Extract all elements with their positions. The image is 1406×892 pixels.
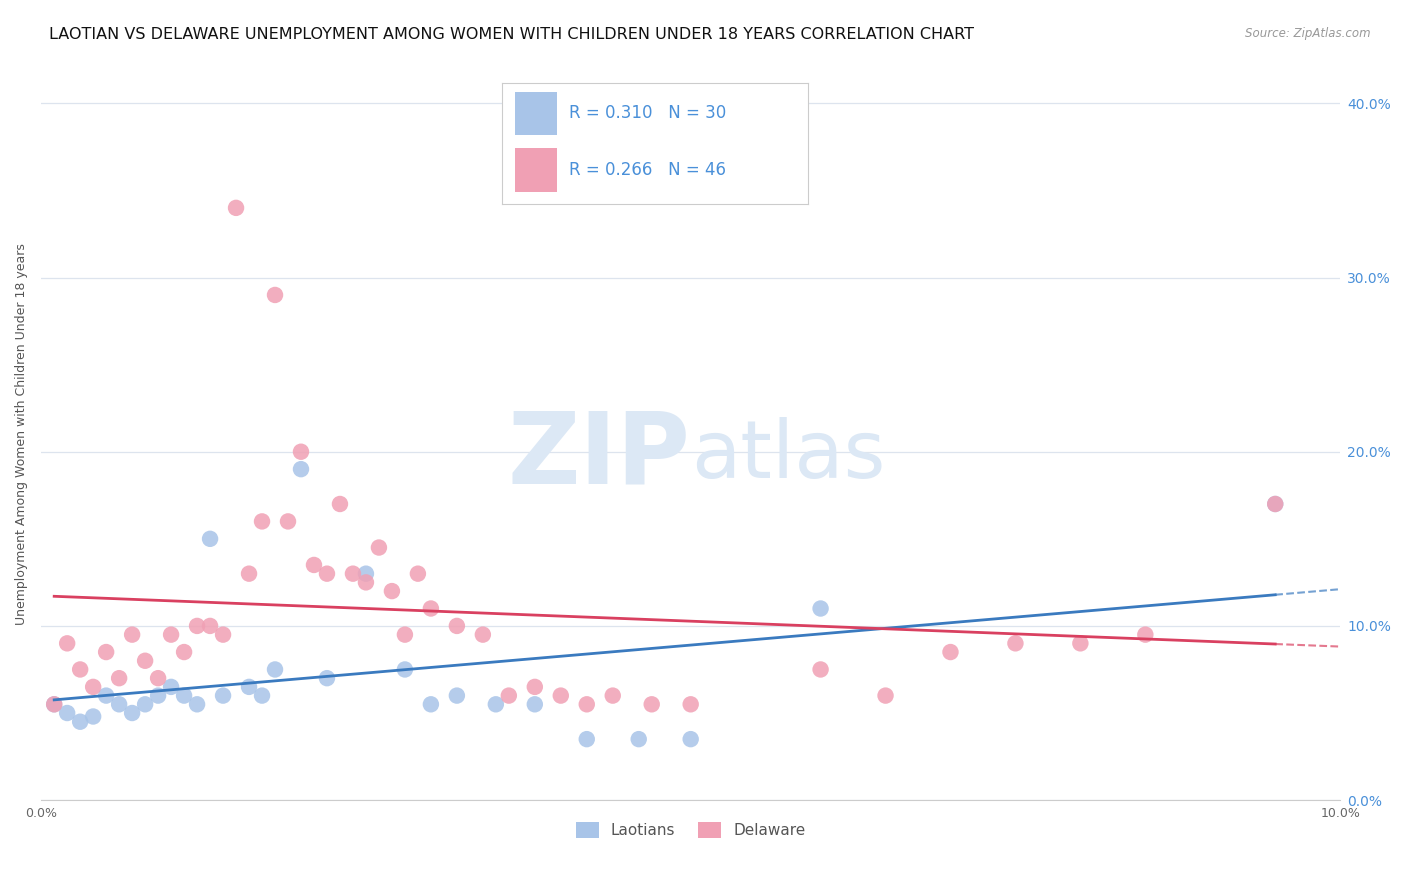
Point <box>575 732 598 747</box>
Point <box>302 558 325 572</box>
Point <box>173 645 195 659</box>
Point <box>82 680 104 694</box>
Point <box>146 671 169 685</box>
Point <box>108 698 131 712</box>
Point <box>419 601 441 615</box>
Point <box>810 663 832 677</box>
Point <box>212 689 235 703</box>
Point <box>679 698 702 712</box>
Point <box>1004 636 1026 650</box>
Point <box>186 698 208 712</box>
Point <box>277 515 299 529</box>
Point <box>290 462 312 476</box>
Point <box>446 619 468 633</box>
Point <box>523 698 546 712</box>
Point <box>264 288 287 302</box>
Point <box>394 663 416 677</box>
Point <box>212 627 235 641</box>
Point <box>69 714 91 729</box>
Point <box>238 680 260 694</box>
Point <box>406 566 429 581</box>
Point <box>160 627 183 641</box>
Point <box>238 566 260 581</box>
Point <box>1264 497 1286 511</box>
Point <box>342 566 364 581</box>
Point <box>329 497 352 511</box>
Point <box>419 698 441 712</box>
Point <box>381 584 404 599</box>
Point <box>316 671 339 685</box>
Point <box>446 689 468 703</box>
Point <box>173 689 195 703</box>
Point <box>602 689 624 703</box>
Point <box>56 636 79 650</box>
Point <box>368 541 391 555</box>
Point <box>810 601 832 615</box>
Point <box>394 627 416 641</box>
Point <box>498 689 520 703</box>
Point <box>354 566 377 581</box>
Point <box>121 706 143 720</box>
Point <box>627 732 650 747</box>
Point <box>198 532 221 546</box>
Point <box>250 515 273 529</box>
Point <box>69 663 91 677</box>
Text: Source: ZipAtlas.com: Source: ZipAtlas.com <box>1246 27 1371 40</box>
Point <box>575 698 598 712</box>
Point <box>1135 627 1157 641</box>
Point <box>679 732 702 747</box>
Point <box>94 645 117 659</box>
Point <box>1069 636 1091 650</box>
Point <box>875 689 897 703</box>
Legend: Laotians, Delaware: Laotians, Delaware <box>569 816 811 844</box>
Point <box>134 698 156 712</box>
Point <box>225 201 247 215</box>
Point <box>939 645 962 659</box>
Point <box>316 566 339 581</box>
Point <box>160 680 183 694</box>
Text: atlas: atlas <box>690 417 884 495</box>
Point <box>471 627 494 641</box>
Point <box>250 689 273 703</box>
Point <box>523 680 546 694</box>
Y-axis label: Unemployment Among Women with Children Under 18 years: Unemployment Among Women with Children U… <box>15 244 28 625</box>
Point <box>1264 497 1286 511</box>
Point <box>198 619 221 633</box>
Point <box>290 444 312 458</box>
Point <box>264 663 287 677</box>
Text: LAOTIAN VS DELAWARE UNEMPLOYMENT AMONG WOMEN WITH CHILDREN UNDER 18 YEARS CORREL: LAOTIAN VS DELAWARE UNEMPLOYMENT AMONG W… <box>49 27 974 42</box>
Point <box>94 689 117 703</box>
Point <box>121 627 143 641</box>
Point <box>82 709 104 723</box>
Point <box>550 689 572 703</box>
Point <box>134 654 156 668</box>
Point <box>146 689 169 703</box>
Point <box>641 698 664 712</box>
Point <box>186 619 208 633</box>
Point <box>56 706 79 720</box>
Point <box>354 575 377 590</box>
Point <box>44 698 66 712</box>
Point <box>108 671 131 685</box>
Text: ZIP: ZIP <box>508 408 690 505</box>
Point <box>44 698 66 712</box>
Point <box>485 698 508 712</box>
